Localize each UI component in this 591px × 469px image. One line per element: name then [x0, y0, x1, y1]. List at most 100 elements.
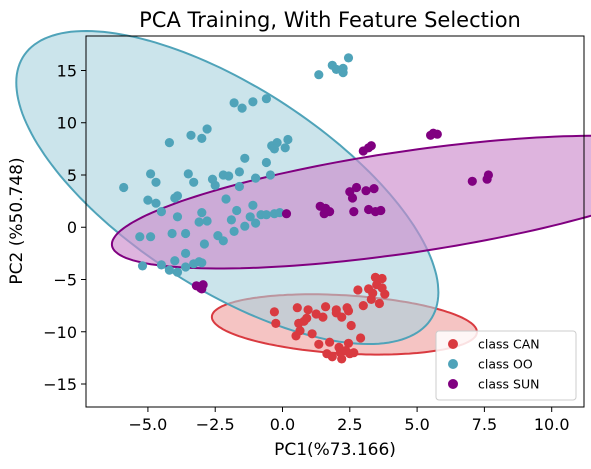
point-series-1-30: [374, 298, 384, 309]
point-series-2-43: [181, 228, 191, 239]
point-series-2-23: [261, 157, 271, 168]
point-series-1-40: [334, 342, 344, 352]
y-tick-label: −5: [53, 271, 77, 290]
point-series-2-52: [164, 265, 174, 275]
point-series-2-46: [146, 232, 156, 242]
legend-label-series-2: class OO: [478, 357, 533, 372]
x-tick-label: 7.5: [472, 415, 497, 434]
point-series-2-49: [170, 256, 180, 266]
point-series-3-12: [347, 193, 358, 203]
point-series-2-55: [197, 258, 207, 268]
point-series-3-27: [483, 170, 493, 180]
point-series-2-65: [248, 97, 258, 107]
point-series-2-7: [164, 138, 174, 148]
y-tick-label: 5: [67, 166, 77, 185]
x-tick-label: 0.0: [270, 415, 295, 434]
point-series-3-11: [351, 182, 362, 193]
point-series-1-3: [321, 302, 331, 312]
x-tick-label: −5.0: [128, 415, 167, 434]
point-series-2-29: [280, 143, 290, 153]
point-series-2-72: [343, 53, 354, 63]
confidence-ellipses: [15, 29, 591, 356]
point-series-2-62: [261, 210, 271, 220]
point-series-1-14: [295, 326, 305, 336]
point-series-2-10: [202, 124, 212, 134]
point-series-3-18: [376, 205, 386, 216]
point-series-1-15: [307, 329, 317, 339]
data-points: [119, 53, 493, 364]
point-series-1-35: [327, 352, 337, 362]
point-series-2-30: [234, 181, 244, 192]
point-series-2-34: [202, 216, 212, 226]
point-series-1-18: [356, 333, 366, 343]
legend-label-series-3: class SUN: [478, 377, 539, 392]
point-series-2-3: [151, 177, 161, 187]
x-tick-label: −2.5: [196, 415, 235, 434]
point-series-1-22: [343, 306, 354, 316]
point-series-3-5: [281, 209, 292, 219]
point-series-2-27: [283, 134, 293, 145]
point-series-3-4: [197, 284, 207, 294]
point-series-2-19: [224, 171, 234, 181]
point-series-1-28: [364, 284, 374, 294]
point-series-2-13: [172, 212, 183, 222]
point-series-2-45: [135, 232, 145, 242]
point-series-2-42: [194, 217, 204, 227]
point-series-1-19: [346, 320, 356, 331]
point-series-2-2: [146, 169, 156, 179]
point-series-2-28: [265, 170, 275, 180]
point-series-2-9: [197, 133, 207, 143]
point-series-2-11: [156, 207, 166, 217]
y-tick-label: −10: [43, 323, 77, 342]
legend-label-series-1: class CAN: [478, 337, 540, 352]
point-series-2-44: [167, 228, 177, 239]
point-series-2-51: [172, 267, 183, 277]
point-series-2-12: [170, 193, 180, 203]
point-series-1-2: [303, 305, 313, 315]
point-series-2-33: [221, 194, 231, 204]
point-series-2-31: [248, 200, 258, 210]
point-series-2-66: [261, 94, 271, 104]
point-series-2-71: [338, 68, 348, 78]
point-series-1-23: [358, 301, 368, 311]
point-series-1-12: [271, 318, 281, 328]
x-tick-label: 10.0: [534, 415, 570, 434]
legend-box: [435, 330, 577, 401]
point-series-3-14: [361, 186, 371, 196]
point-series-2-4: [143, 195, 153, 205]
x-tick-label: 2.5: [337, 415, 362, 434]
point-series-1-8: [299, 316, 309, 326]
point-series-2-17: [207, 174, 218, 184]
y-axis-ticks: −15 −10 −5 0 5 10 15: [43, 61, 86, 394]
point-series-2-38: [245, 212, 255, 222]
point-series-1-33: [377, 273, 387, 284]
point-series-2-32: [232, 205, 242, 216]
point-series-2-59: [229, 226, 239, 236]
legend-marker-series-1: [448, 339, 458, 349]
legend-marker-series-3: [448, 379, 458, 389]
point-series-1-42: [349, 348, 359, 358]
point-series-3-15: [369, 184, 379, 194]
point-series-2-14: [183, 169, 193, 179]
point-series-2-22: [251, 173, 261, 183]
point-series-2-20: [234, 167, 244, 177]
point-series-2-1: [119, 182, 129, 193]
plot-frame: [85, 35, 585, 408]
point-series-2-61: [251, 218, 261, 228]
point-series-2-35: [197, 208, 207, 218]
point-series-1-9: [318, 312, 328, 322]
point-series-1-29: [380, 289, 390, 299]
y-tick-label: −15: [43, 375, 77, 394]
plot-area: [15, 29, 591, 364]
point-series-1-16: [325, 337, 335, 347]
x-axis-label: PC1(%73.166): [274, 440, 396, 460]
point-series-2-15: [189, 177, 199, 187]
point-series-2-37: [226, 215, 236, 225]
x-axis-ticks: −5.0 −2.5 0.0 2.5 5.0 7.5 10.0: [128, 407, 570, 434]
point-series-1-41: [314, 339, 324, 349]
point-series-2-57: [199, 239, 209, 249]
point-series-2-26: [269, 144, 279, 154]
chart-title: PCA Training, With Feature Selection: [139, 8, 521, 32]
point-series-2-21: [240, 153, 250, 163]
